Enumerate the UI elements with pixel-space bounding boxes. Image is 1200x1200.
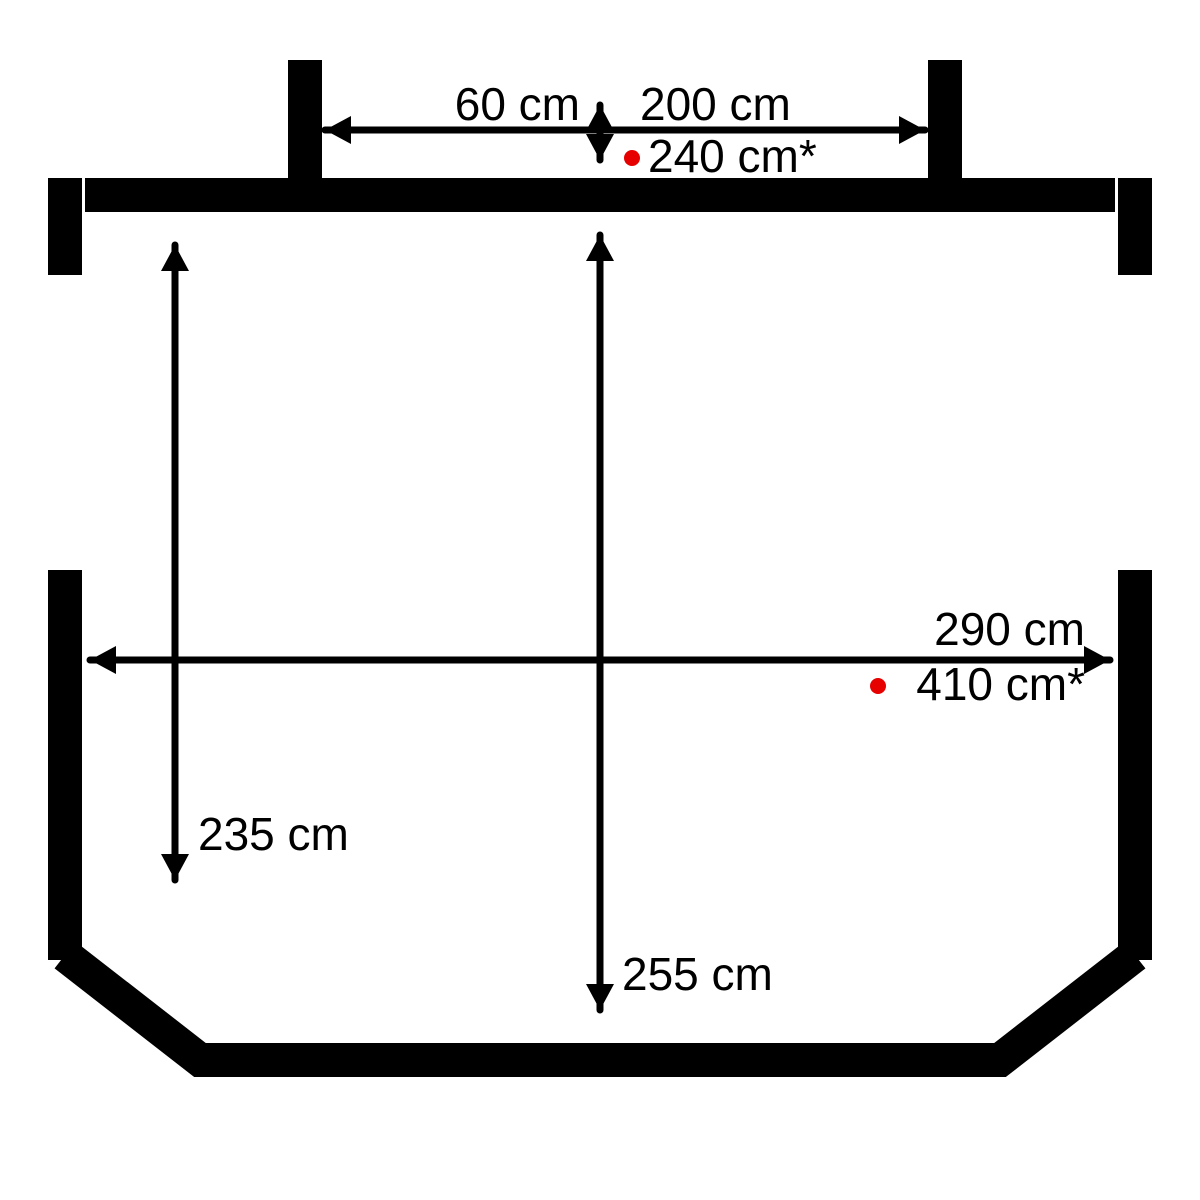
dimension-arrows <box>90 105 1110 1010</box>
label-width-alt-dot <box>870 678 886 694</box>
label-top-alt-dot <box>624 150 640 166</box>
dimension-labels: 60 cm 200 cm240 cm* 290 cm410 cm* 235 cm 255… <box>198 78 1085 1000</box>
cross-section-diagram: 60 cm 200 cm240 cm* 290 cm410 cm* 235 cm 255… <box>0 0 1200 1200</box>
label-width-alt: 410 cm* <box>916 658 1085 710</box>
label-top-alt: 240 cm* <box>648 130 817 182</box>
label-top-right: 200 cm <box>640 78 791 130</box>
label-width: 290 cm <box>934 603 1085 655</box>
label-height-left: 235 cm <box>198 808 349 860</box>
label-top-left: 60 cm <box>455 78 580 130</box>
label-height-center: 255 cm <box>622 948 773 1000</box>
